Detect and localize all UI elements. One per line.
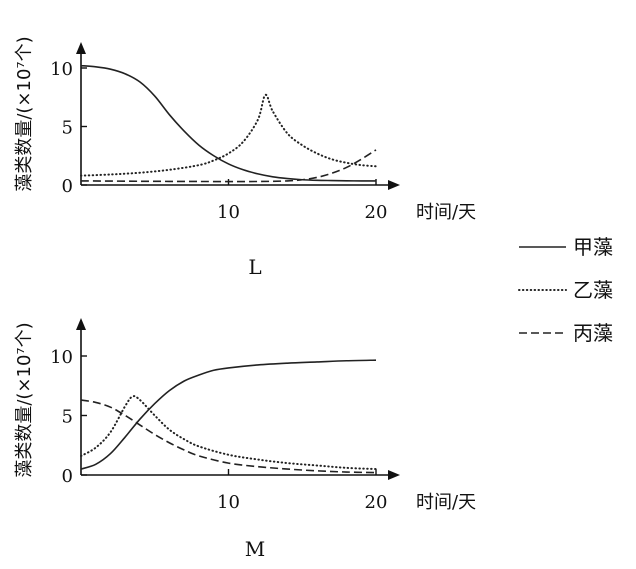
legend-label-jia: 甲藻 <box>573 235 613 259</box>
y-axis-arrow-icon <box>76 42 86 54</box>
x-axis-arrow-icon <box>388 180 400 190</box>
series-line-solid <box>80 64 377 182</box>
panel-label-m: M <box>245 537 265 561</box>
series-line-dashed <box>80 399 377 474</box>
chart-panel-l: 0 5 10 10 20 时间/天 藻类数量/(×10⁷个) L <box>14 36 476 279</box>
series-line-dotted <box>80 93 377 177</box>
y-tick-label: 0 <box>62 176 73 197</box>
y-axis-label: 藻类数量/(×10⁷个) <box>14 36 35 191</box>
y-tick-label: 0 <box>62 466 73 487</box>
panel-label-l: L <box>248 255 261 279</box>
legend-entry-bing: 丙藻 <box>519 321 613 345</box>
x-axis-label: 时间/天 <box>416 492 476 513</box>
series-line-solid <box>80 359 377 470</box>
y-tick-label: 10 <box>50 59 73 80</box>
legend: 甲藻 乙藻 丙藻 <box>518 235 613 345</box>
legend-entry-yi: 乙藻 <box>518 278 613 302</box>
x-tick-label: 20 <box>365 492 388 513</box>
series-line-dashed <box>80 149 377 183</box>
x-tick-label: 20 <box>365 202 388 223</box>
legend-entry-jia: 甲藻 <box>519 235 613 259</box>
legend-label-yi: 乙藻 <box>573 278 613 302</box>
chart-panel-m: 0 5 10 10 20 时间/天 藻类数量/(×10⁷个) M <box>14 318 476 561</box>
y-tick-label: 5 <box>62 407 73 428</box>
y-axis-label: 藻类数量/(×10⁷个) <box>14 322 35 477</box>
x-axis-arrow-icon <box>388 470 400 480</box>
y-axis-arrow-icon <box>76 318 86 330</box>
y-tick-label: 10 <box>50 347 73 368</box>
series-line-dotted <box>80 395 377 471</box>
legend-label-bing: 丙藻 <box>573 321 613 345</box>
y-tick-label: 5 <box>62 118 73 139</box>
x-tick-label: 10 <box>217 202 240 223</box>
x-axis-label: 时间/天 <box>416 202 476 223</box>
x-tick-label: 10 <box>217 492 240 513</box>
